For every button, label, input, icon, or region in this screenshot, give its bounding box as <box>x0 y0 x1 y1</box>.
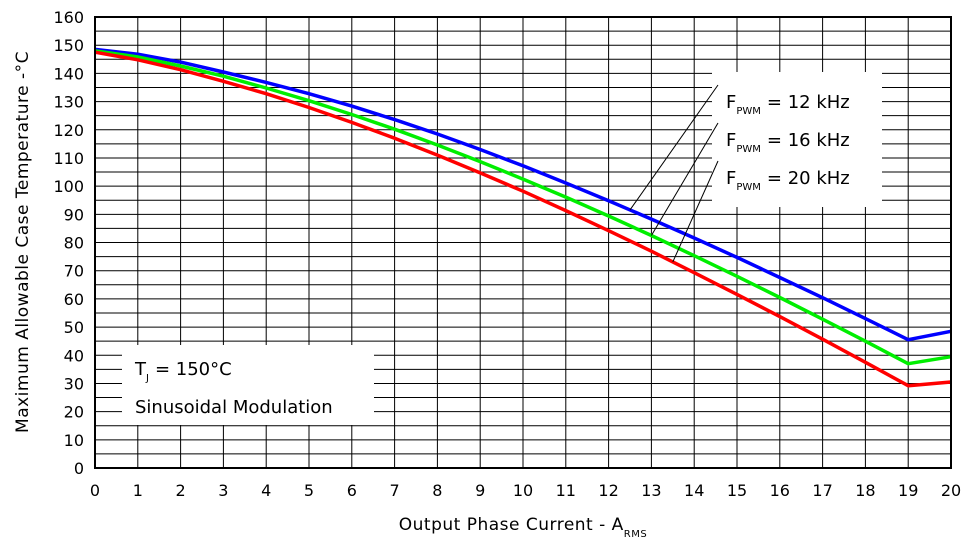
y-axis-title: Maximum Allowable Case Temperature -°C <box>13 51 33 433</box>
leader-line-1 <box>629 84 719 211</box>
x-tick-label: 4 <box>261 481 271 500</box>
conditions-annotation: TJ = 150°C Sinusoidal Modulation <box>134 359 333 418</box>
pwm-label-20khz: FPWM = 20 kHz <box>726 168 850 193</box>
x-tick-label: 11 <box>556 481 576 500</box>
y-tick-label: 100 <box>53 177 84 196</box>
x-tick-label: 18 <box>855 481 875 500</box>
x-tick-label: 2 <box>176 481 186 500</box>
series-line-2 <box>94 49 952 366</box>
x-tick-label: 9 <box>475 481 485 500</box>
y-tick-label: 40 <box>64 346 84 365</box>
x-tick-label: 7 <box>390 481 400 500</box>
y-tick-label: 60 <box>64 290 84 309</box>
x-tick-labels: 0 1 2 3 4 5 6 7 8 9 10 11 12 13 14 15 16 17 18 19 20 <box>90 481 961 500</box>
x-tick-label: 3 <box>218 481 228 500</box>
pwm-labels: FPWM = 12 kHz FPWM = 16 kHz FPWM = 20 kHz <box>726 92 850 193</box>
conditions-box <box>122 345 374 425</box>
y-tick-label: 30 <box>64 374 84 393</box>
x-tick-label: 19 <box>898 481 918 500</box>
y-tick-label: 120 <box>53 121 84 140</box>
modulation-label: Sinusoidal Modulation <box>135 397 333 418</box>
y-tick-labels: 0 10 20 30 40 50 60 70 80 90 100 110 120 130 140 150 160 <box>53 8 84 478</box>
y-tick-label: 160 <box>53 8 84 27</box>
pwm-legend-box <box>712 72 882 207</box>
y-tick-label: 0 <box>74 459 84 478</box>
x-tick-label: 15 <box>727 481 747 500</box>
x-tick-label: 10 <box>513 481 533 500</box>
y-tick-label: 10 <box>64 431 84 450</box>
leader-lines <box>629 84 719 263</box>
x-tick-label: 17 <box>812 481 832 500</box>
series-line-1 <box>94 47 952 342</box>
y-tick-label: 50 <box>64 318 84 337</box>
pwm-label-12khz: FPWM = 12 kHz <box>726 92 850 117</box>
y-tick-label: 70 <box>64 262 84 281</box>
x-tick-label: 6 <box>347 481 357 500</box>
series-group <box>94 47 952 388</box>
plot-frame <box>94 16 952 469</box>
y-tick-label: 150 <box>53 36 84 55</box>
x-tick-label: 1 <box>133 481 143 500</box>
series-line-3 <box>94 50 952 388</box>
y-tick-label: 130 <box>53 93 84 112</box>
y-tick-label: 80 <box>64 234 84 253</box>
y-tick-label: 90 <box>64 205 84 224</box>
x-tick-label: 8 <box>432 481 442 500</box>
x-tick-label: 16 <box>770 481 790 500</box>
x-tick-label: 20 <box>941 481 961 500</box>
x-tick-label: 5 <box>304 481 314 500</box>
x-tick-label: 13 <box>641 481 661 500</box>
pwm-label-16khz: FPWM = 16 kHz <box>726 130 850 155</box>
x-tick-label: 12 <box>598 481 618 500</box>
y-tick-label: 140 <box>53 64 84 83</box>
x-axis-title: Output Phase Current - ARMS <box>399 515 647 540</box>
tj-label: TJ = 150°C <box>134 359 232 384</box>
leader-line-3 <box>672 160 719 263</box>
leader-line-2 <box>650 122 719 236</box>
y-tick-label: 110 <box>53 149 84 168</box>
x-tick-label: 14 <box>684 481 704 500</box>
x-tick-label: 0 <box>90 481 100 500</box>
y-tick-label: 20 <box>64 403 84 422</box>
